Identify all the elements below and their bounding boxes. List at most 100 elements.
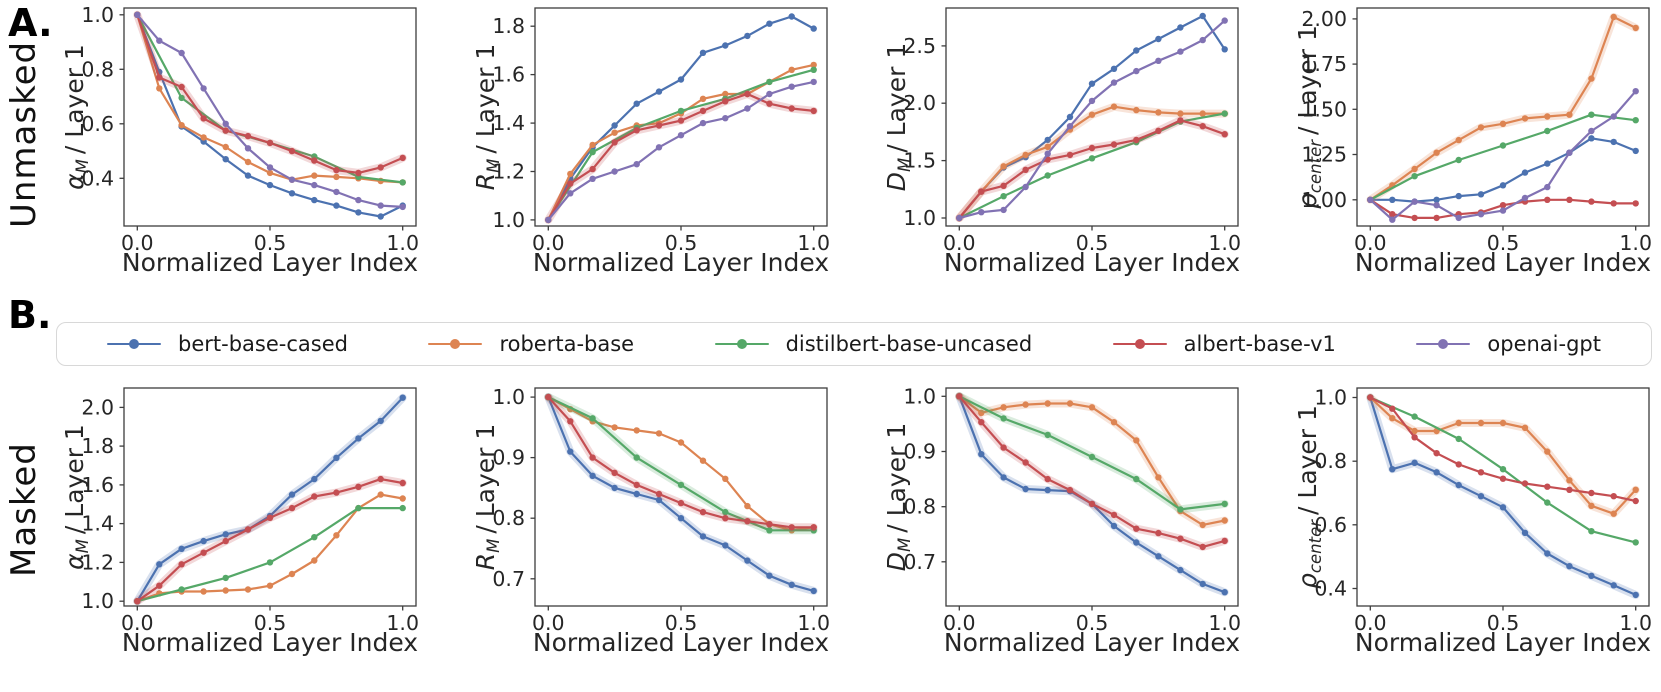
data-point-distilbert-base-uncased	[677, 481, 685, 489]
data-point-albert-base-v1	[788, 105, 795, 112]
error-band-bert-base-cased	[544, 393, 818, 595]
series-line-distilbert-base-uncased	[136, 14, 403, 184]
data-point-albert-base-v1	[333, 166, 340, 174]
data-point-openai-gpt	[1477, 211, 1485, 218]
y-tick-label: 1.25	[1301, 143, 1347, 167]
y-tick-label: 0.8	[903, 495, 936, 519]
data-point-bert-base-cased	[1133, 47, 1140, 54]
data-point-albert-base-v1	[633, 127, 640, 134]
data-point-albert-base-v1	[677, 117, 685, 124]
data-point-albert-base-v1	[266, 514, 274, 521]
x-axis-label: Normalized Layer Index	[533, 628, 829, 657]
data-point-roberta-base	[222, 143, 229, 151]
data-point-bert-base-cased	[244, 172, 252, 179]
data-point-openai-gpt	[956, 214, 963, 222]
y-axis-label: ρcenter/ Layer 1	[1293, 405, 1325, 589]
data-point-albert-base-v1	[655, 490, 663, 498]
data-point-bert-base-cased	[766, 572, 773, 579]
data-point-distilbert-base-uncased	[766, 78, 773, 86]
data-point-bert-base-cased	[677, 76, 685, 83]
data-point-roberta-base	[1110, 103, 1118, 110]
x-tick-label: 1.0	[797, 611, 830, 635]
x-tick-label: 0.5	[1076, 611, 1109, 635]
y-tick-label: 1.0	[81, 589, 114, 613]
data-point-albert-base-v1	[1367, 394, 1374, 401]
data-point-bert-base-cased	[311, 475, 318, 483]
data-point-openai-gpt	[222, 120, 229, 128]
data-point-roberta-base	[1566, 111, 1573, 118]
data-point-distilbert-base-uncased	[1588, 111, 1595, 118]
legend-label: roberta-base	[499, 332, 635, 356]
y-tick-label: 0.9	[492, 446, 525, 470]
data-point-bert-base-cased	[722, 542, 729, 549]
data-point-distilbert-base-uncased	[1632, 539, 1639, 546]
data-point-roberta-base	[266, 169, 274, 177]
data-point-openai-gpt	[545, 216, 552, 224]
legend-marker-icon	[107, 339, 161, 349]
data-point-albert-base-v1	[1066, 151, 1074, 159]
data-point-albert-base-v1	[311, 493, 318, 500]
data-point-roberta-base	[1544, 113, 1551, 120]
data-point-openai-gpt	[1566, 149, 1573, 156]
x-tick-label: 0.0	[943, 231, 976, 255]
data-point-roberta-base	[1433, 149, 1440, 156]
data-point-albert-base-v1	[766, 100, 773, 107]
data-point-roberta-base	[1588, 75, 1595, 82]
data-point-distilbert-base-uncased	[1044, 431, 1051, 439]
data-point-bert-base-cased	[1455, 192, 1462, 200]
data-point-bert-base-cased	[377, 417, 384, 425]
data-point-albert-base-v1	[978, 419, 985, 426]
data-point-albert-base-v1	[1566, 196, 1573, 203]
data-point-albert-base-v1	[1544, 196, 1551, 203]
data-point-distilbert-base-uncased	[1000, 193, 1007, 200]
data-point-bert-base-cased	[1177, 24, 1184, 31]
data-point-albert-base-v1	[134, 598, 141, 605]
data-point-albert-base-v1	[655, 122, 663, 129]
data-point-openai-gpt	[1110, 79, 1118, 86]
y-tick-label: 0.8	[1314, 449, 1347, 473]
y-axis-label: αM/ Layer 1	[60, 424, 92, 570]
data-point-openai-gpt	[744, 105, 751, 112]
data-point-distilbert-base-uncased	[1499, 466, 1507, 473]
data-point-openai-gpt	[1610, 113, 1617, 120]
data-point-albert-base-v1	[1477, 469, 1485, 476]
y-tick-label: 1.0	[903, 384, 936, 408]
data-point-albert-base-v1	[1221, 537, 1228, 545]
data-point-distilbert-base-uncased	[589, 415, 596, 422]
y-tick-label: 1.0	[1314, 386, 1347, 410]
data-point-roberta-base	[311, 172, 318, 179]
data-point-openai-gpt	[677, 132, 685, 139]
legend-item-bert-base-cased: bert-base-cased	[107, 332, 348, 356]
data-point-distilbert-base-uncased	[1411, 173, 1418, 180]
data-point-albert-base-v1	[333, 489, 340, 496]
y-tick-label: 1.8	[81, 434, 114, 458]
data-point-roberta-base	[1610, 510, 1617, 517]
data-point-roberta-base	[288, 570, 296, 578]
data-point-openai-gpt	[788, 83, 795, 90]
data-point-openai-gpt	[633, 161, 640, 168]
y-axis-label: αM/ Layer 1	[60, 44, 92, 190]
data-point-distilbert-base-uncased	[222, 574, 229, 582]
data-point-albert-base-v1	[1133, 525, 1140, 532]
data-point-albert-base-v1	[355, 169, 362, 177]
x-tick-label: 0.5	[1487, 611, 1520, 635]
data-point-albert-base-v1	[222, 127, 229, 134]
data-point-bert-base-cased	[355, 209, 362, 216]
charts-row-unmasked: 1.0 0.8 0.6 0.4 0.0 0.5 1.0 Normalized Layer In…	[26, 0, 1657, 278]
data-point-albert-base-v1	[1389, 405, 1396, 412]
data-point-bert-base-cased	[633, 490, 640, 498]
data-point-distilbert-base-uncased	[1544, 127, 1551, 135]
y-tick-label: 2.0	[81, 395, 114, 419]
data-point-bert-base-cased	[377, 213, 384, 220]
data-point-bert-base-cased	[1588, 135, 1595, 142]
data-point-bert-base-cased	[1389, 466, 1396, 473]
y-axis-label: RM/ Layer 1	[471, 424, 503, 571]
data-point-bert-base-cased	[1610, 138, 1617, 146]
data-point-albert-base-v1	[1199, 123, 1206, 130]
data-point-distilbert-base-uncased	[1588, 528, 1595, 535]
plot-area	[945, 387, 1239, 607]
data-point-openai-gpt	[722, 115, 729, 122]
data-point-albert-base-v1	[1433, 450, 1440, 457]
